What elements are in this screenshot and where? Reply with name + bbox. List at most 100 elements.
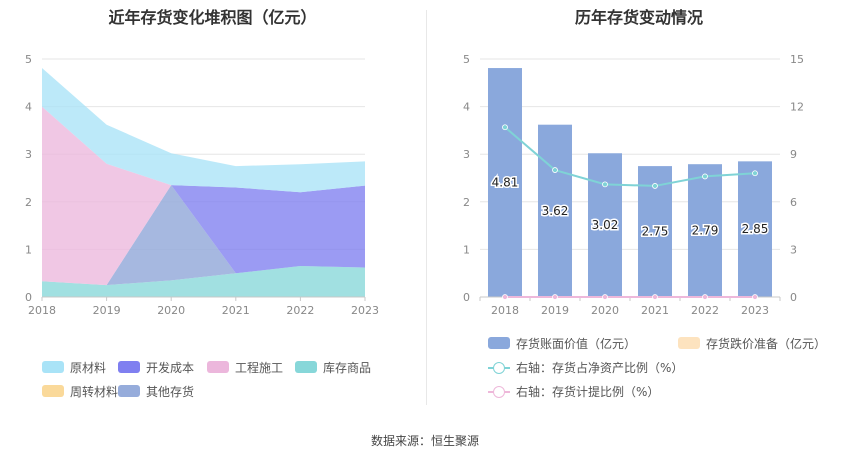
legend-item[interactable]: 右轴：存货计提比例（%）	[488, 383, 678, 401]
right-chart-panel: 历年存货变动情况 0 1 2 3 4 5 0 3 6 9 12 15 2018 2019 2020 2021 2…	[428, 0, 850, 410]
y2-tick-label: 6	[790, 196, 797, 209]
legend-label: 右轴：存货计提比例（%）	[516, 385, 660, 399]
bar-data-label: 2.85	[742, 222, 769, 236]
legend-swatch	[678, 337, 700, 349]
line-point	[652, 183, 658, 189]
bar	[738, 161, 772, 297]
bar-data-label: 3.62	[542, 204, 569, 218]
right-chart-title: 历年存货变动情况	[574, 8, 703, 27]
legend-swatch	[118, 385, 140, 397]
area-其他存货	[42, 185, 365, 286]
legend-item[interactable]: 开发成本	[118, 359, 208, 377]
y-tick-label: 2	[463, 196, 470, 209]
legend-swatch	[207, 361, 229, 373]
line-point	[602, 181, 608, 188]
x-tick-label: 2018	[28, 304, 56, 317]
line-point	[752, 294, 758, 300]
legend-line-marker	[488, 362, 510, 374]
y2-tick-label: 12	[790, 101, 804, 114]
legend-swatch	[42, 385, 64, 397]
line-point	[702, 173, 708, 180]
bar	[588, 153, 622, 297]
bar-data-label: 2.79	[692, 224, 719, 238]
legend-label: 工程施工	[235, 361, 284, 375]
x-tick-label: 2023	[351, 304, 379, 317]
legend-item[interactable]: 原材料	[42, 359, 132, 377]
legend-item[interactable]: 存货跌价准备（亿元）	[678, 335, 850, 353]
x-tick-label: 2019	[541, 304, 569, 317]
legend-swatch	[42, 361, 64, 373]
legend-label: 存货跌价准备（亿元）	[706, 337, 827, 351]
legend-item[interactable]: 周转材料	[42, 383, 132, 401]
x-tick-label: 2021	[641, 304, 669, 317]
legend-label: 存货账面价值（亿元）	[516, 337, 637, 351]
y2-tick-label: 9	[790, 148, 797, 161]
y-tick-label: 4	[25, 101, 32, 114]
area-库存商品	[42, 266, 365, 297]
legend-item[interactable]: 存货账面价值（亿元）	[488, 335, 678, 353]
legend-item[interactable]: 库存商品	[295, 359, 385, 377]
y-tick-label: 4	[463, 101, 470, 114]
legend-swatch	[295, 361, 317, 373]
area-开发成本	[42, 106, 365, 274]
legend-item[interactable]: 工程施工	[207, 359, 297, 377]
legend-swatch	[118, 361, 140, 373]
line-series	[504, 126, 756, 187]
x-tick-label: 2020	[157, 304, 185, 317]
x-tick-label: 2023	[741, 304, 769, 317]
bar-data-label: 4.81	[492, 176, 519, 190]
y-tick-label: 3	[463, 148, 470, 161]
bar	[538, 124, 572, 297]
legend-label: 右轴：存货占净资产比例（%）	[516, 361, 684, 375]
legend-label: 库存商品	[323, 361, 372, 375]
y-tick-label: 1	[463, 243, 470, 256]
area-原材料	[42, 68, 365, 193]
y2-tick-label: 0	[790, 291, 797, 304]
bar-data-label: 2.75	[642, 225, 669, 239]
line-point	[602, 294, 608, 300]
x-tick-label: 2019	[93, 304, 121, 317]
line-point	[702, 294, 708, 300]
left-chart-panel: 近年存货变化堆积图（亿元） 0 1 2 3 4 5 2018 2019 2020 2021 2022…	[0, 0, 425, 410]
y-tick-label: 0	[463, 291, 470, 304]
bar	[688, 164, 722, 297]
line-point	[502, 294, 508, 300]
y-tick-label: 2	[25, 196, 32, 209]
legend-label: 原材料	[70, 361, 107, 375]
area-工程施工	[42, 106, 365, 286]
left-stacked-area-chart: 0 1 2 3 4 5 2018 2019 2020 2021 2022 2023	[25, 53, 379, 317]
legend-label: 开发成本	[146, 361, 195, 375]
panel-divider	[426, 10, 427, 405]
x-tick-label: 2022	[691, 304, 719, 317]
y-tick-label: 1	[25, 243, 32, 256]
bar-data-label: 3.02	[592, 218, 619, 232]
y-tick-label: 5	[463, 53, 470, 66]
x-tick-label: 2018	[491, 304, 519, 317]
data-source: 数据来源：恒生聚源	[370, 434, 479, 448]
line-point	[552, 167, 558, 173]
y-tick-label: 0	[25, 291, 32, 304]
x-tick-label: 2022	[286, 304, 314, 317]
y2-tick-label: 3	[790, 243, 797, 256]
legend-circle-marker	[493, 362, 505, 374]
right-legend: 存货账面价值（亿元） 存货跌价准备（亿元） 右轴：存货占净资产比例（%） 右轴：存货计…	[488, 335, 838, 401]
legend-circle-marker	[493, 386, 505, 398]
line-point	[652, 294, 658, 300]
line-point	[552, 294, 558, 300]
legend-label: 其他存货	[146, 385, 195, 399]
legend-item[interactable]: 右轴：存货占净资产比例（%）	[488, 359, 683, 377]
y2-tick-label: 15	[790, 53, 804, 66]
line-point	[752, 170, 758, 177]
legend-item[interactable]: 其他存货	[118, 383, 208, 401]
legend-label: 周转材料	[70, 385, 119, 399]
legend-swatch	[488, 337, 510, 349]
y-tick-label: 5	[25, 53, 32, 66]
x-tick-label: 2021	[222, 304, 250, 317]
y-tick-label: 3	[25, 148, 32, 161]
x-tick-label: 2020	[591, 304, 619, 317]
bar	[488, 68, 522, 297]
legend-line-marker	[488, 386, 510, 398]
line-point	[502, 124, 508, 131]
left-legend: 原材料 开发成本 工程施工 库存商品周转材料 其他存货	[42, 359, 412, 403]
